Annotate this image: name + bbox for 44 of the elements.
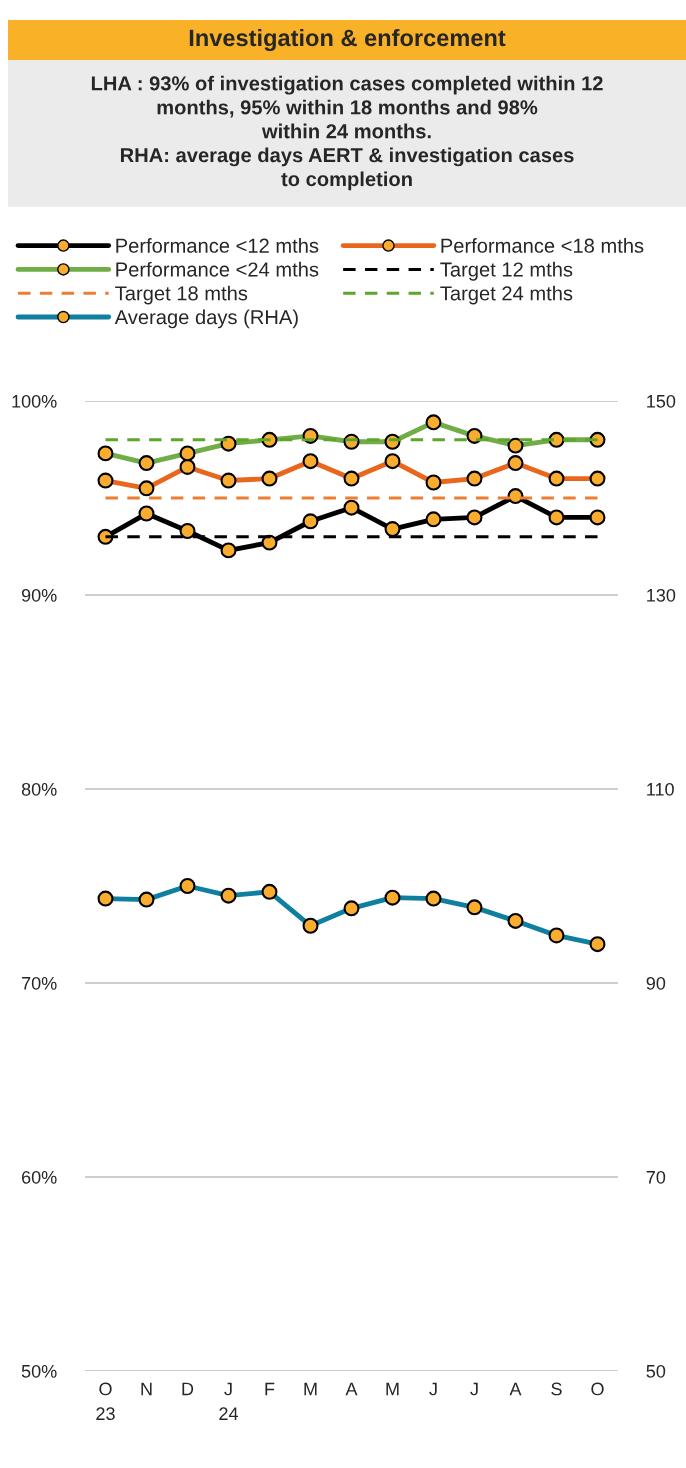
y2-tick-label: 110 [647,782,674,796]
x-tick-label: D [182,1382,194,1396]
legend-label: Performance <24 mths [116,261,319,277]
point [589,509,606,526]
x-tick-label: J 24 [219,1382,239,1420]
point [343,499,360,516]
x-tick-label: J [429,1382,437,1396]
point [548,509,565,526]
legend-label: Target 24 mths [440,285,573,305]
y2-tick-label: 150 [647,394,676,408]
point [138,505,155,522]
legend-label: Performance <12 mths [116,238,319,253]
x-tick-label: J [470,1382,478,1396]
chart-subtitle: LHA : 93% of investigation cases completed within 12 months, 95% within 18 months and 98% within 24 months. RHA: average days AERT & investigation cases to completion [91,75,603,191]
x-tick-label: A [509,1382,522,1396]
chart-title: Investigation & enforcement [189,28,506,52]
y-tick-label: 90% [21,588,57,602]
x-tick-label: O [591,1382,604,1396]
y-tick-label: 80% [21,782,57,796]
x-tick-label: S [551,1382,562,1396]
point [425,511,442,528]
y2-tick-label: 70 [646,1170,666,1184]
point [179,523,196,539]
point [302,513,319,530]
point [466,509,483,526]
x-tick-label: A [345,1382,358,1396]
x-tick-label: N [141,1382,152,1396]
point [220,542,237,559]
legend-label: Average days (RHA) [114,309,298,329]
x-tick-label: M [386,1382,399,1396]
legend-label: Target 18 mths [115,285,248,305]
y-tick-label: 70% [22,976,57,990]
y2-tick-label: 130 [647,588,676,602]
x-tick-label: M [304,1382,317,1396]
y-tick-label: 60% [22,1170,57,1184]
y2-tick-label: 90 [646,976,666,990]
y2-tick-label: 50 [646,1364,666,1378]
legend-label: Performance <18 mths [441,238,644,253]
y-tick-label: 100% [12,394,57,408]
y-tick-label: 50% [21,1364,57,1378]
x-tick-label: F [265,1382,275,1396]
legend-label: Target 12 mths [440,261,573,281]
x-tick-label: O 23 [96,1382,115,1421]
point [384,521,401,538]
